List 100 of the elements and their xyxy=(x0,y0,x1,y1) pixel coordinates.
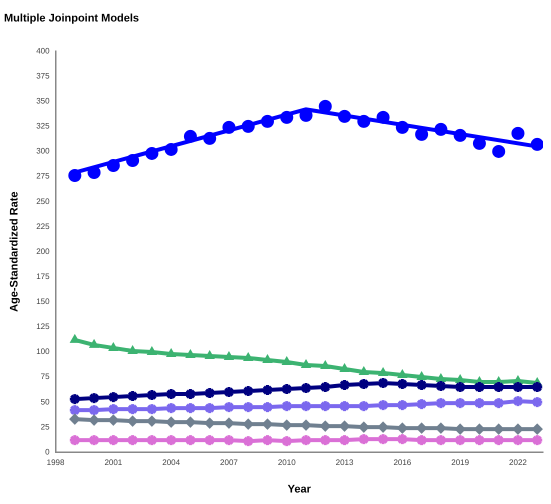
x-tick-label: 2007 xyxy=(220,458,238,468)
point xyxy=(415,378,428,392)
y-tick-label: 225 xyxy=(36,222,50,231)
point xyxy=(396,432,409,446)
point xyxy=(242,384,255,398)
point xyxy=(88,392,101,405)
point xyxy=(320,360,330,369)
point xyxy=(186,349,196,358)
point xyxy=(492,144,506,158)
point xyxy=(204,350,215,359)
point xyxy=(318,400,332,413)
point xyxy=(166,348,176,357)
x-tick-label: 2013 xyxy=(336,458,354,468)
point xyxy=(145,434,158,447)
point xyxy=(164,434,178,447)
y-tick-label: 400 xyxy=(36,46,50,56)
point xyxy=(260,400,274,414)
point xyxy=(280,434,294,448)
point xyxy=(416,372,426,380)
x-tick-label: 2016 xyxy=(393,458,412,468)
point xyxy=(106,390,120,404)
point xyxy=(398,370,408,378)
point xyxy=(320,420,331,432)
point xyxy=(126,402,140,416)
point xyxy=(338,378,352,392)
point xyxy=(378,368,388,376)
point xyxy=(396,422,408,434)
point xyxy=(396,378,409,391)
chart-title: Multiple Joinpoint Models xyxy=(4,12,140,25)
y-tick-label: 100 xyxy=(36,347,50,356)
point xyxy=(262,354,272,363)
point xyxy=(357,400,370,413)
point xyxy=(242,434,255,448)
point xyxy=(301,359,311,368)
point xyxy=(358,366,369,375)
point xyxy=(492,380,506,394)
point xyxy=(415,434,428,447)
point xyxy=(106,434,120,447)
x-tick-label: 2004 xyxy=(162,458,181,468)
x-tick-label: 2010 xyxy=(278,458,296,468)
point xyxy=(396,398,409,412)
point xyxy=(358,422,370,433)
point xyxy=(454,396,467,410)
x-tick-label: 1998 xyxy=(46,458,65,468)
y-tick-label: 375 xyxy=(36,71,50,80)
point xyxy=(282,356,292,365)
y-tick-label: 175 xyxy=(36,272,50,281)
y-axis-title: Age-Standardized Rate xyxy=(8,191,21,312)
point xyxy=(376,376,390,390)
point xyxy=(454,380,467,394)
point xyxy=(126,434,140,447)
point xyxy=(184,434,197,447)
point xyxy=(472,380,486,394)
point xyxy=(242,400,255,414)
x-tick-label: 2022 xyxy=(509,458,528,468)
point xyxy=(338,434,352,447)
point xyxy=(511,394,524,408)
point xyxy=(108,342,118,351)
point xyxy=(184,402,197,415)
y-tick-label: 75 xyxy=(40,372,50,382)
point xyxy=(472,434,486,447)
point xyxy=(224,351,234,360)
point xyxy=(260,384,274,397)
y-tick-label: 300 xyxy=(36,146,50,156)
point xyxy=(280,400,294,413)
point xyxy=(222,434,236,447)
point xyxy=(492,434,506,447)
point xyxy=(472,396,486,410)
y-tick-label: 325 xyxy=(36,122,50,131)
point xyxy=(378,422,389,433)
y-tick-label: 200 xyxy=(36,246,50,256)
point xyxy=(89,339,99,348)
point xyxy=(242,418,254,430)
y-tick-label: 50 xyxy=(40,397,50,406)
point xyxy=(300,434,313,447)
point xyxy=(415,398,428,411)
point xyxy=(357,378,370,391)
point xyxy=(434,434,448,447)
point xyxy=(511,126,524,140)
y-tick-label: 125 xyxy=(36,322,50,332)
point xyxy=(106,402,120,416)
point xyxy=(126,390,140,403)
point xyxy=(145,402,158,416)
point xyxy=(376,398,390,412)
point xyxy=(88,404,101,417)
point xyxy=(260,434,274,447)
x-tick-label: 2001 xyxy=(104,458,123,468)
point xyxy=(511,380,524,394)
point xyxy=(434,380,448,393)
x-axis-title: Year xyxy=(288,483,312,496)
y-tick-label: 350 xyxy=(36,96,50,106)
point xyxy=(318,434,332,447)
point xyxy=(203,434,216,447)
point xyxy=(147,346,157,355)
point xyxy=(164,388,178,401)
point xyxy=(357,432,370,446)
y-tick-label: 0 xyxy=(45,447,50,456)
point xyxy=(511,434,524,447)
point xyxy=(243,352,254,361)
point xyxy=(184,388,197,401)
